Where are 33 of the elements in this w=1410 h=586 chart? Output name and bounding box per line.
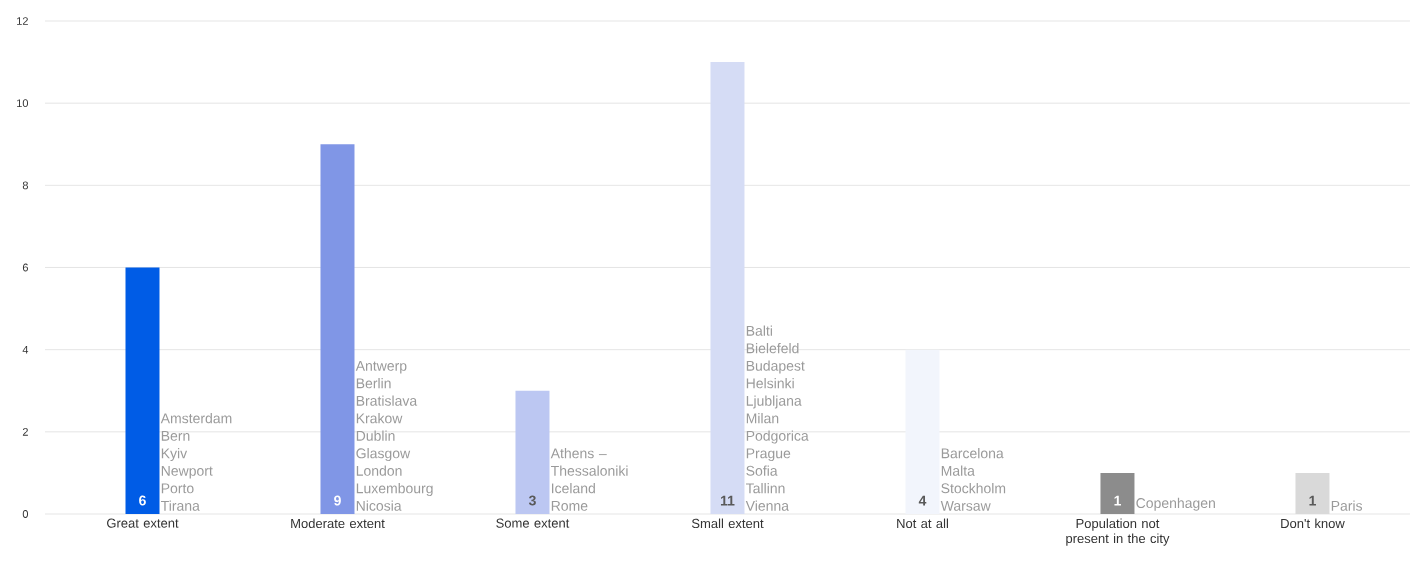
- x-tick-label: Don't know: [1281, 518, 1345, 529]
- data-label: 9: [334, 495, 341, 506]
- data-label: 4: [918, 495, 927, 506]
- annotation: Paris: [1331, 500, 1363, 511]
- y-tick-label: 4: [22, 345, 29, 354]
- y-tick-label: 8: [22, 181, 28, 190]
- data-label: 6: [139, 495, 146, 506]
- text: Antwerp Berlin Bratislava Krakow Dublin Glasgow London Luxembourg Nicosia: [355, 361, 433, 511]
- x-tick-label: Moderate extent: [291, 518, 385, 529]
- annotation: Amsterdam Bern Kyiv Newport Porto Tirana: [160, 413, 232, 511]
- bar: [1100, 472, 1135, 514]
- data-label: 1: [1309, 495, 1316, 506]
- bar: [515, 390, 550, 514]
- x-tick-label: Some extent: [496, 518, 570, 528]
- data-label: 3: [528, 495, 536, 506]
- y-tick-label: 10: [17, 99, 29, 108]
- x-tick-label: Population not present in the city: [1066, 518, 1170, 546]
- x-tick-label: Not at all: [897, 518, 948, 529]
- y-tick-label: 2: [22, 428, 28, 436]
- annotation: Barcelona Malta Stockholm Warsaw: [940, 448, 1006, 511]
- data-label: 1: [1114, 495, 1121, 506]
- text: Balti Bielefeld Budapest Helsinki Ljubljana Milan Podgorica Prague Sofia Tallinn Vienna: [745, 325, 809, 511]
- y-tick-label: 6: [22, 263, 28, 272]
- y-tick-label: 0: [22, 510, 29, 518]
- bar: [320, 144, 355, 514]
- bar: [710, 62, 745, 514]
- bar: [125, 267, 160, 514]
- y-tick-label: 12: [17, 17, 28, 25]
- x-tick-label: Great extent: [107, 518, 179, 528]
- annotation: Athens – Thessaloniki Iceland Rome: [550, 448, 628, 511]
- data-label: 11: [720, 495, 735, 506]
- annotation: Copenhagen: [1136, 497, 1215, 511]
- x-tick-label: Small extent: [691, 518, 764, 529]
